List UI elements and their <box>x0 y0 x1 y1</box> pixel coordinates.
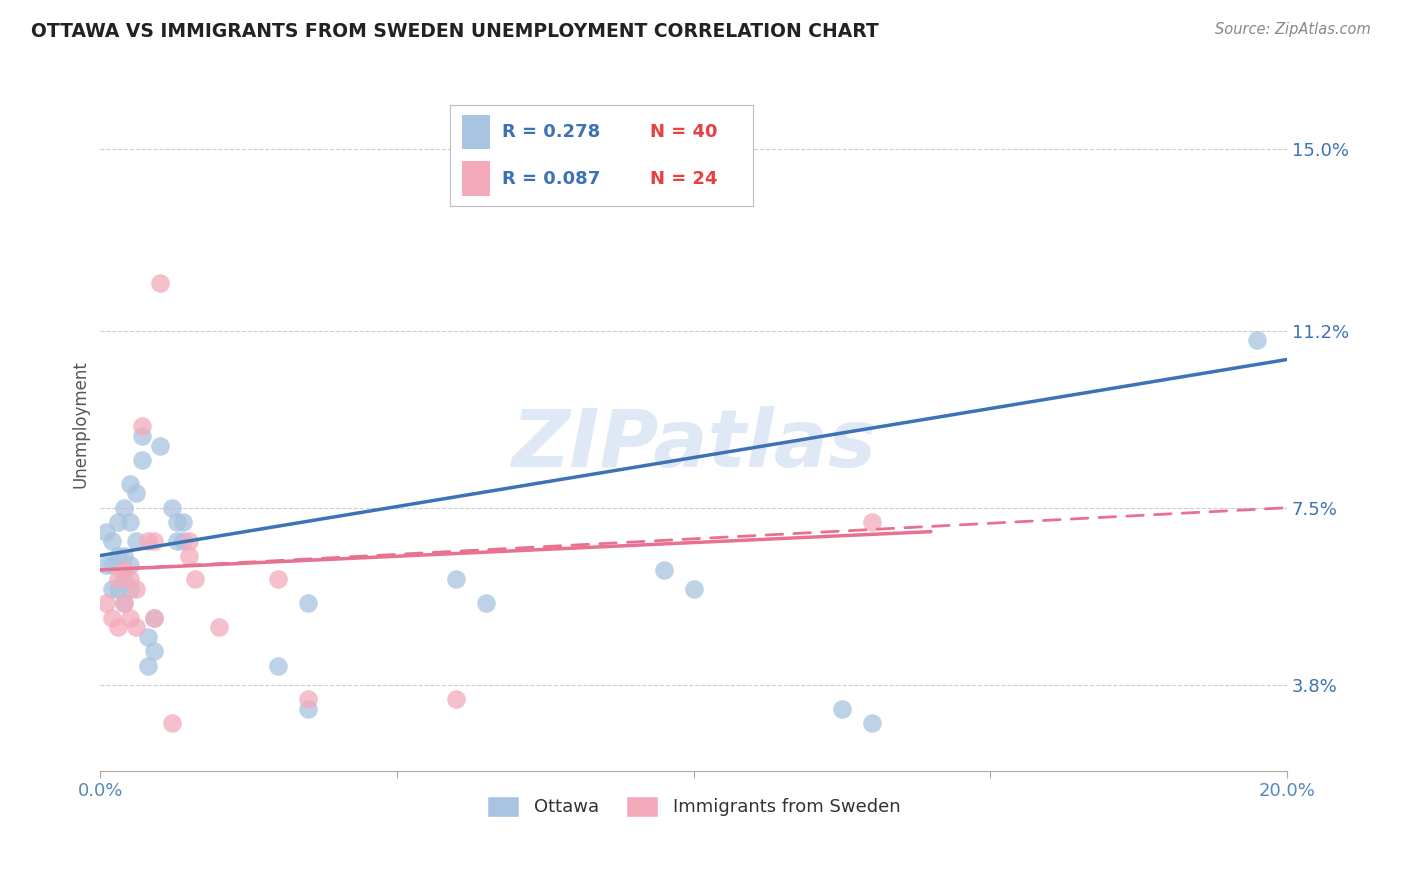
Point <box>118 476 141 491</box>
Point <box>475 596 498 610</box>
Point <box>112 596 135 610</box>
Point <box>860 715 883 730</box>
Point <box>118 558 141 573</box>
Point <box>107 573 129 587</box>
Point <box>179 549 201 563</box>
Point <box>101 610 124 624</box>
Point <box>142 610 165 624</box>
Point <box>96 524 118 539</box>
Point <box>118 610 141 624</box>
Point <box>112 563 135 577</box>
Point <box>446 573 468 587</box>
Point <box>107 549 129 563</box>
Point <box>446 692 468 706</box>
Text: ZIPatlas: ZIPatlas <box>512 406 876 483</box>
Point <box>142 644 165 658</box>
Y-axis label: Unemployment: Unemployment <box>72 360 89 488</box>
Point <box>101 534 124 549</box>
Point <box>112 573 135 587</box>
Point <box>166 515 188 529</box>
Point <box>112 596 135 610</box>
Point <box>118 573 141 587</box>
Point <box>107 515 129 529</box>
Point <box>149 276 172 290</box>
Point <box>107 582 129 596</box>
Point <box>96 558 118 573</box>
Point <box>831 701 853 715</box>
Point <box>297 701 319 715</box>
Point <box>1246 334 1268 348</box>
Point <box>112 500 135 515</box>
Point <box>118 515 141 529</box>
Point <box>267 658 290 673</box>
Point <box>125 534 148 549</box>
Point <box>208 620 231 634</box>
Point <box>112 549 135 563</box>
Point <box>652 563 675 577</box>
Point <box>860 515 883 529</box>
Point <box>136 630 159 644</box>
Point <box>166 534 188 549</box>
Point <box>96 596 118 610</box>
Point <box>125 620 148 634</box>
Point <box>107 620 129 634</box>
Point <box>131 419 153 434</box>
Legend: Ottawa, Immigrants from Sweden: Ottawa, Immigrants from Sweden <box>479 789 908 824</box>
Point <box>682 582 704 596</box>
Point <box>184 573 207 587</box>
Point <box>101 582 124 596</box>
Point <box>160 500 183 515</box>
Point <box>297 692 319 706</box>
Point <box>267 573 290 587</box>
Text: OTTAWA VS IMMIGRANTS FROM SWEDEN UNEMPLOYMENT CORRELATION CHART: OTTAWA VS IMMIGRANTS FROM SWEDEN UNEMPLO… <box>31 22 879 41</box>
Text: Source: ZipAtlas.com: Source: ZipAtlas.com <box>1215 22 1371 37</box>
Point <box>101 558 124 573</box>
Point <box>136 534 159 549</box>
Point <box>172 534 194 549</box>
Point <box>160 715 183 730</box>
Point <box>131 453 153 467</box>
Point <box>125 582 148 596</box>
Point <box>149 439 172 453</box>
Point <box>297 596 319 610</box>
Point <box>118 582 141 596</box>
Point <box>172 515 194 529</box>
Point <box>142 610 165 624</box>
Point <box>131 429 153 443</box>
Point <box>125 486 148 500</box>
Point <box>142 534 165 549</box>
Point <box>136 658 159 673</box>
Point <box>179 534 201 549</box>
